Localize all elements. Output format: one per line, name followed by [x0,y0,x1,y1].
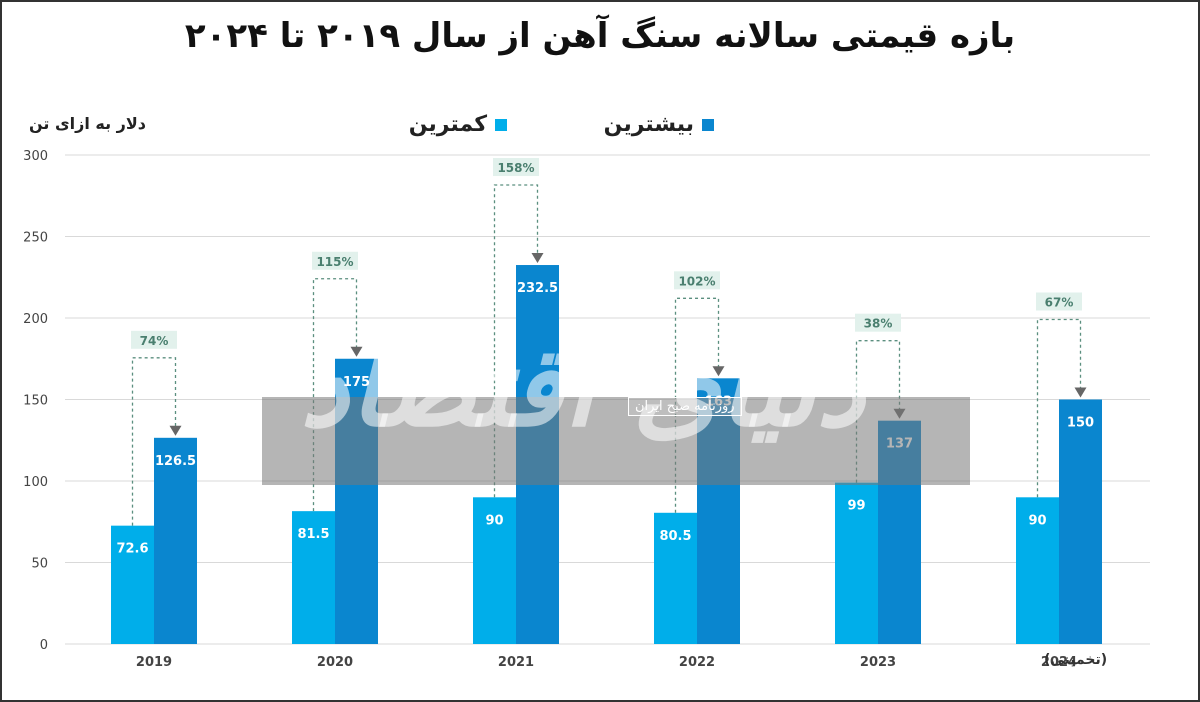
change-bracket [1036,318,1082,498]
watermark-logo: دنیای اقتصاد [300,322,865,451]
legend-label-min: کمترین [408,112,487,137]
bar-min [1016,497,1059,644]
change-bracket [674,297,720,513]
change-label-box [1036,292,1082,311]
data-label-min: 81.5 [297,527,329,542]
change-arrowhead [531,253,544,264]
change-label: 102% [678,274,715,288]
bar-min [835,482,878,644]
data-label-max: 175 [343,375,370,390]
estimate-note: (تخمینی) [1044,652,1108,668]
change-label: 115% [316,255,353,269]
legend-swatch-min [495,118,507,131]
data-label-min: 99 [847,499,865,514]
change-label-box [855,313,901,332]
change-bracket [131,357,177,526]
change-label-box [312,251,358,270]
bar-min [473,497,516,644]
data-label-max: 126.5 [155,454,196,469]
change-label: 158% [497,161,534,175]
bar-max [1059,399,1102,644]
change-label-box [674,271,720,290]
change-arrowhead [712,366,725,377]
data-label-max: 150 [1067,416,1094,431]
x-category-label: 2024 [1041,655,1077,670]
annotations: 74% 115% 158% 102% 38% 67% [131,158,1087,526]
change-arrowhead [169,425,182,436]
x-axis-categories: 2019 2020 2021 2022 2023 2024 [136,655,1077,670]
change-label: 67% [1045,296,1074,310]
x-category-label: 2021 [498,655,534,670]
bar-max [154,437,197,644]
y-tick-label: 150 [23,394,48,409]
data-label-min: 80.5 [659,529,691,544]
legend-label-max: بیشترین [603,112,694,137]
change-bracket [855,340,901,483]
bar-min [292,511,335,644]
y-tick-label: 100 [23,475,48,490]
data-label-min: 90 [485,513,503,528]
change-label-box [493,158,539,177]
y-axis-ticks: 0 50 100 150 200 250 300 [23,149,48,653]
change-arrowhead [1074,387,1087,398]
y-tick-label: 0 [40,638,48,653]
x-category-label: 2022 [679,655,715,670]
x-category-label: 2020 [317,655,353,670]
watermark-band [262,397,970,485]
data-label-max: 232.5 [517,281,558,296]
legend-item-max: بیشترین [604,112,714,137]
y-tick-label: 300 [23,149,48,164]
change-label-box [131,330,177,349]
data-label-min: 90 [1028,513,1046,528]
change-bracket [493,184,539,498]
y-tick-label: 250 [23,231,48,246]
legend-swatch-max [702,118,714,131]
y-axis-unit-label: دلار به ازای تن [28,114,146,133]
x-category-label: 2019 [136,655,172,670]
bar-min [111,525,154,644]
x-category-label: 2023 [860,655,896,670]
bar-min [654,512,697,644]
data-label-min: 72.6 [116,542,148,557]
change-bracket [312,278,358,512]
y-tick-label: 50 [31,557,48,572]
watermark-subtitle: روزنامه صبح ایران [628,397,742,416]
legend-item-min: کمترین [409,112,507,137]
y-tick-label: 200 [23,312,48,327]
change-arrowhead [350,346,363,357]
change-label: 74% [140,334,169,348]
change-label: 38% [864,317,893,331]
chart-title: بازه قیمتی سالانه سنگ آهن از سال ۲۰۱۹ تا… [184,16,1016,56]
